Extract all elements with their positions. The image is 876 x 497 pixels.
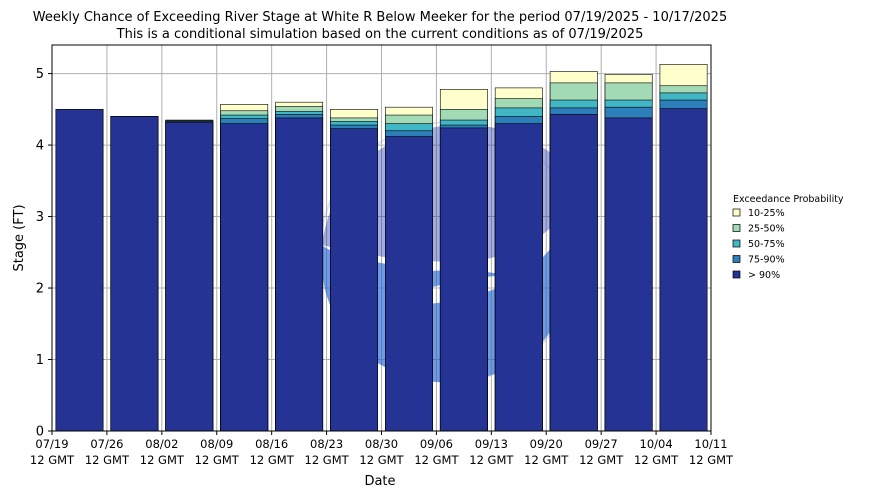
x-tick-label-date: 09/27	[585, 437, 618, 451]
x-tick-label-time: 12 GMT	[414, 453, 459, 467]
x-tick-label-date: 09/13	[475, 437, 508, 451]
x-tick-label-time: 12 GMT	[359, 453, 404, 467]
x-tick-label-time: 12 GMT	[30, 453, 75, 467]
x-tick-label-time: 12 GMT	[469, 453, 514, 467]
legend-swatch	[732, 239, 741, 248]
legend-label: 10-25%	[748, 208, 785, 219]
x-tick-label-time: 12 GMT	[85, 453, 130, 467]
bar-p90	[55, 109, 104, 432]
x-tick-label-date: 08/09	[200, 437, 233, 451]
bar-p90	[275, 117, 324, 432]
axes: 0 1 2 3 4 5 07/19 12 GMT 07/26 12 GMT 08/02 12 GMT 0…	[30, 44, 734, 467]
bar-p90	[385, 136, 433, 432]
bar-p90	[220, 123, 269, 432]
y-tick-label: 3	[36, 210, 44, 225]
bar-p90	[165, 121, 214, 432]
bar-p90	[330, 128, 378, 432]
x-tick-label-time: 12 GMT	[140, 453, 185, 467]
bar-p90	[659, 108, 708, 432]
legend-swatch	[732, 208, 741, 217]
legend-swatch	[732, 224, 741, 232]
x-tick-label-date: 10/04	[640, 437, 673, 451]
x-tick-label-time: 12 GMT	[634, 453, 679, 467]
x-tick-label-time: 12 GMT	[195, 453, 240, 467]
x-tick-label-date: 09/06	[420, 437, 453, 451]
y-tick-label: 4	[36, 139, 44, 154]
x-tick-label-time: 12 GMT	[689, 453, 734, 467]
x-tick-label-time: 12 GMT	[305, 453, 350, 467]
x-tick-label-date: 08/23	[310, 437, 343, 451]
bar-p90	[549, 114, 598, 432]
x-tick-label-time: 12 GMT	[250, 453, 295, 467]
bar-p90	[494, 123, 543, 432]
bars	[55, 64, 708, 432]
bar-p90	[439, 127, 488, 432]
x-tick-label-date: 09/20	[530, 437, 563, 451]
x-tick-label-time: 12 GMT	[579, 453, 624, 467]
x-tick-label-date: 10/11	[694, 437, 727, 451]
legend-label: > 90%	[748, 270, 780, 281]
x-axis-label: Date	[364, 474, 395, 489]
legend-swatch	[732, 255, 741, 263]
bar-p90	[604, 117, 653, 432]
x-tick-label-date: 08/16	[255, 437, 288, 451]
x-tick-label-date: 08/02	[145, 437, 178, 451]
y-tick-label: 2	[36, 282, 44, 297]
legend: Exceedance Probability 10-25% 25-50% 50-75…	[732, 194, 844, 281]
legend-swatch	[732, 270, 741, 279]
x-tick-label-date: 08/30	[365, 437, 398, 451]
legend-label: 75-90%	[748, 255, 785, 266]
x-tick-label-date: 07/19	[35, 437, 68, 451]
y-tick-label: 0	[36, 425, 44, 440]
chart-title: Weekly Chance of Exceeding River Stage a…	[33, 10, 727, 25]
legend-title: Exceedance Probability	[733, 194, 844, 205]
x-tick-label-time: 12 GMT	[524, 453, 569, 467]
plot-frame	[51, 44, 712, 432]
chart-subtitle: This is a conditional simulation based o…	[116, 27, 644, 42]
legend-label: 50-75%	[748, 239, 785, 250]
legend-label: 25-50%	[748, 224, 785, 235]
bar-p90	[110, 116, 159, 432]
y-axis-label: Stage (FT)	[12, 204, 27, 271]
y-tick-label: 1	[36, 353, 44, 368]
y-tick-label: 5	[36, 67, 44, 82]
x-tick-label-date: 07/26	[90, 437, 123, 451]
